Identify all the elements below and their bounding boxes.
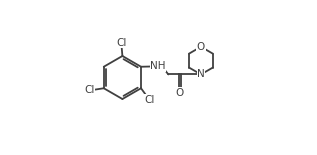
Text: Cl: Cl	[116, 38, 127, 48]
Text: NH: NH	[150, 61, 166, 71]
Text: N: N	[197, 69, 205, 79]
Text: O: O	[175, 88, 184, 97]
Text: O: O	[197, 42, 205, 52]
Text: Cl: Cl	[84, 85, 94, 95]
Text: Cl: Cl	[144, 95, 155, 105]
